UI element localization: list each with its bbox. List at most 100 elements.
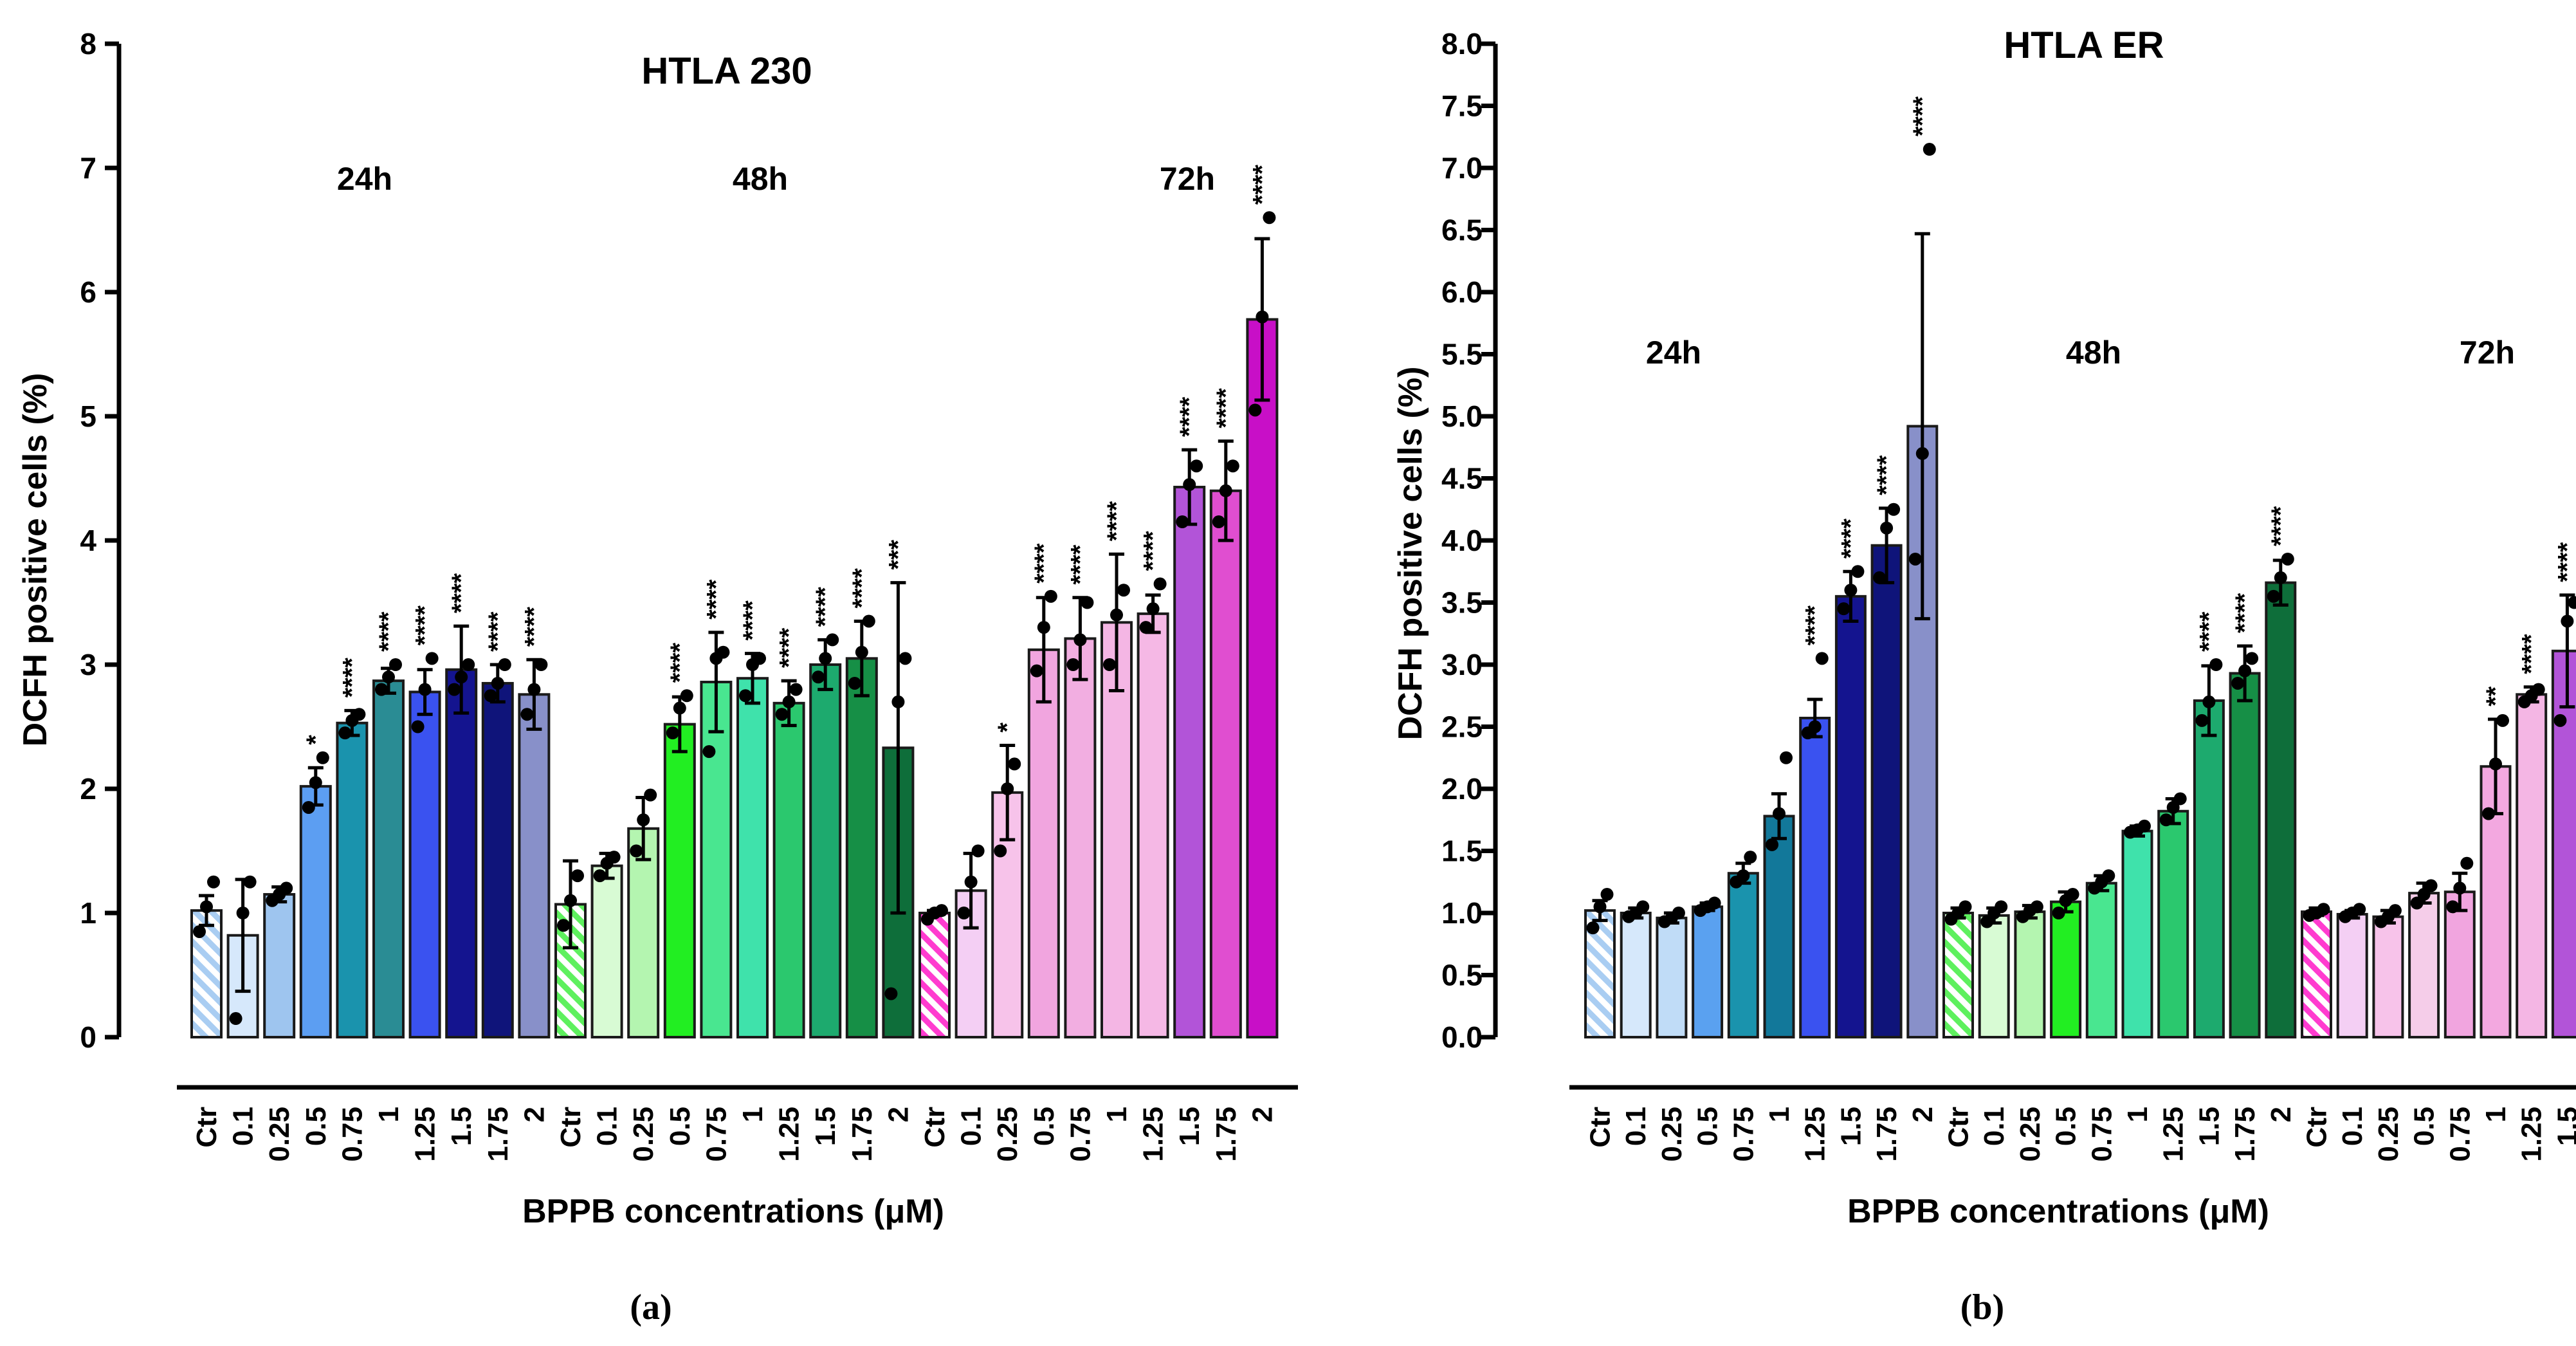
x-tick-label: 1.75 [846, 1107, 878, 1162]
data-point [2446, 900, 2460, 914]
bar [1834, 595, 1867, 1038]
significance-label: **** [811, 587, 839, 627]
y-tick-label: 3 [80, 648, 96, 681]
data-point [1995, 900, 2008, 914]
chart-title: HTLA 230 [641, 50, 812, 92]
bar [1978, 914, 2010, 1038]
data-point [309, 776, 322, 789]
data-point [826, 633, 839, 647]
data-point [1066, 658, 1080, 671]
bar [663, 723, 696, 1038]
data-point [1256, 310, 1269, 324]
y-tick-label: 2 [80, 772, 96, 806]
data-point [2281, 552, 2294, 566]
data-point [2453, 881, 2467, 895]
data-point [2353, 903, 2366, 916]
bar [336, 721, 369, 1038]
data-point [389, 658, 402, 671]
data-point [448, 683, 461, 696]
significance-label: **** [1248, 165, 1276, 205]
data-point [702, 745, 716, 759]
y-tick-label: 1 [80, 896, 96, 930]
x-tick-label: 2 [1247, 1107, 1278, 1122]
data-point [425, 652, 439, 665]
data-point [862, 614, 875, 628]
data-point [899, 652, 912, 665]
data-point [2532, 683, 2545, 696]
significance-label: * [302, 735, 330, 745]
x-tick-label: 0.5 [2409, 1107, 2440, 1146]
x-tick-label: 1.5 [2552, 1107, 2576, 1146]
y-tick-label: 2.5 [1441, 710, 1483, 744]
bar [1656, 916, 1688, 1038]
data-point [564, 894, 577, 907]
data-point [2052, 907, 2065, 919]
data-point [2066, 888, 2079, 901]
data-point [819, 652, 832, 665]
data-point [1183, 478, 1196, 492]
bar [809, 663, 842, 1038]
x-tick-label: 1 [2122, 1107, 2153, 1122]
data-point [2245, 652, 2259, 665]
data-point [1887, 502, 1901, 516]
significance-label: *** [884, 539, 912, 569]
bar [736, 677, 769, 1038]
group-label-24h: 24h [337, 161, 392, 197]
x-tick-label: 0.1 [1620, 1107, 1652, 1146]
x-tick-label: 0.1 [1978, 1107, 2010, 1146]
data-point [2417, 888, 2431, 901]
x-tick-label: 1.25 [410, 1107, 441, 1162]
x-tick-label: 0.25 [1656, 1107, 1688, 1162]
group-label-24h: 24h [1646, 335, 1701, 371]
bar [481, 681, 514, 1038]
y-tick-label: 4.0 [1441, 524, 1483, 557]
data-point [1959, 900, 1972, 914]
data-point [1248, 403, 1262, 417]
bar [299, 785, 332, 1038]
x-tick-label: 2 [1907, 1107, 1939, 1122]
data-point [418, 683, 432, 696]
y-tick-label: 6 [80, 275, 96, 309]
x-axis-label: BPPB concentrations (μM) [522, 1193, 944, 1230]
x-tick-label: 1.25 [2516, 1107, 2548, 1162]
data-point [2553, 714, 2567, 727]
data-point [280, 881, 293, 895]
x-tick-label: 0.25 [992, 1107, 1023, 1162]
y-axis-label: DCFH positive cells (%) [1392, 367, 1429, 741]
x-tick-label: 1.5 [810, 1107, 841, 1146]
data-point [2317, 903, 2330, 916]
data-point [1263, 211, 1276, 225]
data-point [739, 689, 752, 703]
bar [518, 693, 551, 1038]
x-tick-label: 0.5 [300, 1107, 332, 1146]
data-point [557, 919, 570, 932]
x-tick-label: Ctr [191, 1107, 223, 1148]
x-tick-label: 1.5 [446, 1107, 477, 1146]
data-point [2173, 792, 2187, 806]
y-tick-label: 0.5 [1441, 959, 1483, 992]
bar [1692, 905, 1724, 1038]
x-tick-label: 0.5 [664, 1107, 696, 1146]
data-point [2496, 714, 2509, 727]
x-tick-label: 0.5 [1028, 1107, 1060, 1146]
significance-label: **** [848, 568, 876, 609]
data-point [593, 869, 607, 883]
x-tick-label: 2 [2265, 1107, 2297, 1122]
data-point [2489, 757, 2502, 771]
significance-label: **** [411, 605, 439, 646]
y-axis-label: DCFH positive cells (%) [17, 373, 54, 747]
significance-label: **** [1836, 519, 1865, 559]
data-point [2561, 614, 2574, 628]
data-point [1139, 621, 1153, 634]
data-point [1176, 515, 1189, 529]
data-point [637, 813, 650, 827]
x-tick-label: 0.75 [2444, 1107, 2476, 1162]
significance-label: **** [1066, 544, 1094, 585]
data-point [812, 670, 825, 684]
bar [918, 912, 951, 1038]
x-tick-label: 2 [882, 1107, 914, 1122]
data-point [1219, 484, 1232, 497]
bar [2516, 693, 2548, 1038]
panel-label: (b) [1960, 1287, 2004, 1327]
data-point [1008, 757, 1021, 771]
